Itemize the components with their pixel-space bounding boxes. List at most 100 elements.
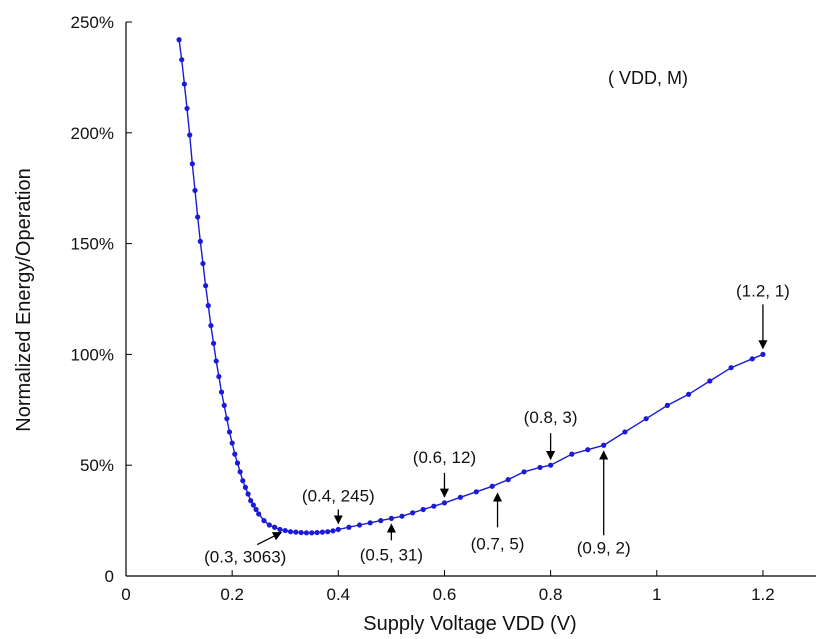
data-point: [622, 429, 628, 435]
data-point: [226, 429, 233, 435]
data-point: [266, 522, 272, 528]
data-point: [205, 303, 211, 309]
x-tick-label: 0: [121, 585, 130, 604]
data-point: [189, 161, 195, 167]
data-point: [293, 529, 299, 535]
annotation-label: (0.4, 245): [302, 486, 375, 505]
series-line: [178, 39, 764, 534]
data-point: [237, 469, 243, 475]
annotation-label: (0.7, 5): [471, 534, 525, 553]
data-point: [686, 391, 692, 397]
x-axis-title: Supply Voltage VDD (V): [363, 613, 576, 635]
y-tick-label: 50%: [80, 456, 114, 475]
data-point: [229, 440, 235, 446]
y-tick-label: 150%: [71, 235, 114, 254]
data-point: [218, 389, 225, 395]
data-point: [728, 365, 734, 371]
data-point: [537, 464, 543, 471]
x-tick-label: 0.4: [326, 585, 350, 604]
data-point: [245, 491, 251, 497]
data-point: [431, 503, 437, 509]
data-point: [410, 510, 416, 516]
data-point: [749, 356, 755, 362]
data-point: [181, 81, 187, 87]
annotation-arrow: [256, 531, 283, 546]
data-point: [298, 529, 304, 536]
data-point: [287, 529, 294, 535]
data-point: [399, 513, 405, 519]
data-point: [253, 506, 259, 513]
data-point: [388, 515, 394, 521]
data-point: [179, 57, 185, 63]
data-point: [378, 518, 384, 524]
data-point: [234, 460, 241, 466]
data-point: [346, 524, 352, 530]
data-point: [282, 527, 288, 534]
annotation-label: (0.3, 3063): [204, 548, 286, 567]
data-point: [548, 462, 554, 468]
data-point: [505, 477, 511, 483]
data-point: [319, 529, 325, 535]
annotation-label: (0.6, 12): [413, 448, 476, 467]
annotation-label: (1.2, 1): [736, 281, 790, 300]
data-point: [489, 483, 495, 489]
data-point: [187, 132, 193, 138]
data-point: [248, 498, 254, 504]
y-tick-label: 250%: [71, 13, 114, 32]
data-point: [643, 416, 649, 422]
data-point: [325, 529, 331, 535]
data-point: [473, 489, 479, 495]
data-point: [208, 322, 214, 329]
data-point: [760, 351, 766, 357]
data-point: [216, 373, 222, 380]
x-tick-label: 1: [652, 585, 661, 604]
data-point: [250, 502, 256, 508]
data-point: [221, 402, 227, 408]
y-tick-label: 0: [105, 567, 114, 586]
data-point: [200, 260, 206, 267]
data-point: [256, 511, 262, 517]
data-point: [203, 283, 209, 289]
ticks: 0 0.2 0.4 0.6 0.8 1 1.2 0 50% 100% 150% 200% 250%: [71, 13, 775, 604]
data-point: [367, 520, 373, 526]
data-point: [601, 442, 607, 448]
data-point: [707, 378, 713, 384]
data-point: [272, 524, 278, 530]
annotation-label: (0.9, 2): [577, 538, 631, 557]
data-point: [335, 526, 341, 533]
data-point: [356, 522, 363, 528]
data-point: [197, 238, 203, 244]
y-tick-label: 100%: [71, 345, 114, 364]
data-point: [232, 451, 238, 457]
annotation-label: (0.8, 3): [524, 408, 578, 427]
data-point: [261, 518, 267, 524]
data-point: [192, 187, 198, 194]
data-point: [224, 416, 230, 422]
annotation-label: (0.5, 31): [360, 545, 423, 564]
data-point: [176, 37, 182, 43]
data-point: [195, 214, 201, 220]
data-point: [210, 340, 217, 346]
data-point: [240, 478, 246, 484]
data-point: [309, 530, 315, 536]
data-point: [242, 484, 249, 490]
data-point: [521, 469, 527, 475]
data-point: [457, 494, 463, 500]
data-point: [303, 530, 310, 536]
data-point: [420, 506, 426, 513]
data-point: [664, 402, 670, 408]
x-tick-label: 1.2: [751, 585, 775, 604]
x-tick-label: 0.2: [220, 585, 244, 604]
data-point: [569, 451, 575, 457]
data-point: [213, 358, 219, 364]
data-point: [330, 528, 336, 534]
data-point: [585, 447, 591, 453]
data-point: [277, 526, 283, 533]
data-point: [314, 529, 320, 536]
data-point: [184, 105, 190, 112]
data-point: [441, 500, 448, 506]
y-axis-title: Normalized Energy/Operation: [13, 168, 35, 431]
axes: [125, 22, 816, 577]
annotations: (1.2, 1) (0.8, 3) (0.6, 12) (0.4, 245) (0.3,…: [204, 281, 790, 566]
